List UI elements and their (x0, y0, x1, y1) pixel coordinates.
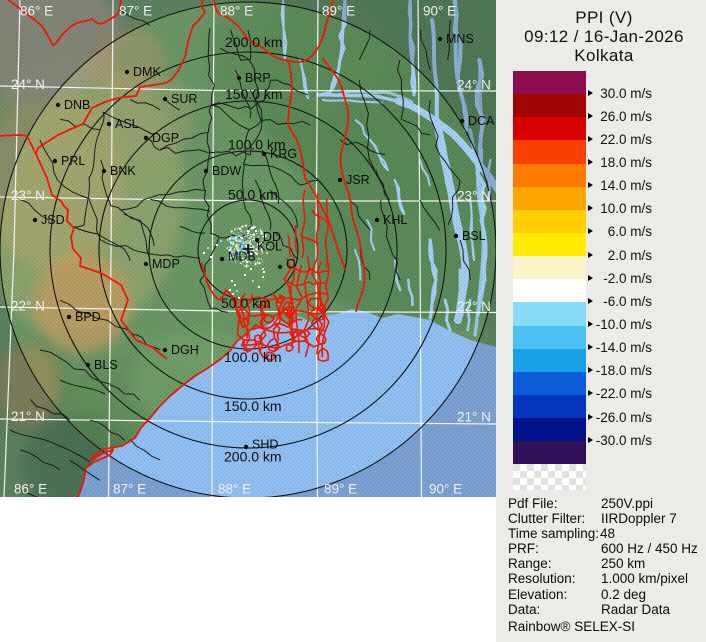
svg-text:22° N: 22° N (11, 299, 45, 314)
svg-text:150.0 km: 150.0 km (225, 86, 283, 102)
svg-text:21° N: 21° N (457, 410, 491, 425)
svg-text:SUR: SUR (171, 92, 197, 106)
svg-text:JSR: JSR (346, 173, 370, 187)
svg-text:DMK: DMK (133, 65, 161, 79)
svg-text:MDB: MDB (228, 250, 256, 264)
svg-text:SHD: SHD (252, 438, 278, 452)
svg-text:23° N: 23° N (11, 188, 45, 203)
svg-text:86° E: 86° E (20, 4, 53, 19)
svg-text:DGP: DGP (152, 131, 179, 145)
svg-text:DGH: DGH (171, 343, 199, 357)
svg-text:MDP: MDP (152, 257, 180, 271)
svg-text:100.0 km: 100.0 km (228, 137, 286, 153)
svg-text:BSL: BSL (462, 229, 486, 243)
svg-text:BDW: BDW (212, 164, 241, 178)
svg-text:MNS: MNS (446, 32, 474, 46)
svg-text:86° E: 86° E (14, 482, 47, 497)
svg-text:89° E: 89° E (322, 4, 355, 19)
svg-text:87° E: 87° E (119, 4, 152, 19)
svg-text:KHL: KHL (383, 213, 407, 227)
svg-text:KOL: KOL (257, 240, 282, 254)
svg-text:89° E: 89° E (324, 482, 357, 497)
svg-text:88° E: 88° E (218, 482, 251, 497)
svg-text:23° N: 23° N (457, 189, 491, 204)
svg-text:90° E: 90° E (429, 482, 462, 497)
svg-text:BNK: BNK (110, 164, 136, 178)
svg-text:KRG: KRG (270, 147, 297, 161)
svg-text:BLS: BLS (94, 358, 118, 372)
svg-text:O: O (286, 257, 296, 271)
svg-text:DNB: DNB (64, 98, 90, 112)
svg-text:22° N: 22° N (457, 299, 491, 314)
svg-text:PRL: PRL (61, 154, 85, 168)
svg-text:DCA: DCA (468, 114, 495, 128)
svg-text:90° E: 90° E (423, 4, 456, 19)
svg-text:150.0 km: 150.0 km (224, 398, 282, 414)
svg-text:BPD: BPD (75, 310, 101, 324)
svg-text:ASL: ASL (115, 117, 139, 131)
svg-text:24° N: 24° N (11, 77, 45, 92)
svg-text:87° E: 87° E (113, 482, 146, 497)
svg-text:BRP: BRP (245, 71, 271, 85)
svg-text:88° E: 88° E (220, 4, 253, 19)
svg-text:DD: DD (263, 230, 281, 244)
svg-text:200.0 km: 200.0 km (225, 34, 283, 50)
svg-text:200.0 km: 200.0 km (224, 449, 282, 465)
svg-text:100.0 km: 100.0 km (224, 349, 282, 365)
svg-text:JSD: JSD (41, 213, 65, 227)
svg-text:50.0 km: 50.0 km (228, 187, 278, 203)
svg-text:24° N: 24° N (457, 78, 491, 93)
svg-text:21° N: 21° N (11, 409, 45, 424)
svg-text:50.0 km: 50.0 km (221, 295, 271, 311)
